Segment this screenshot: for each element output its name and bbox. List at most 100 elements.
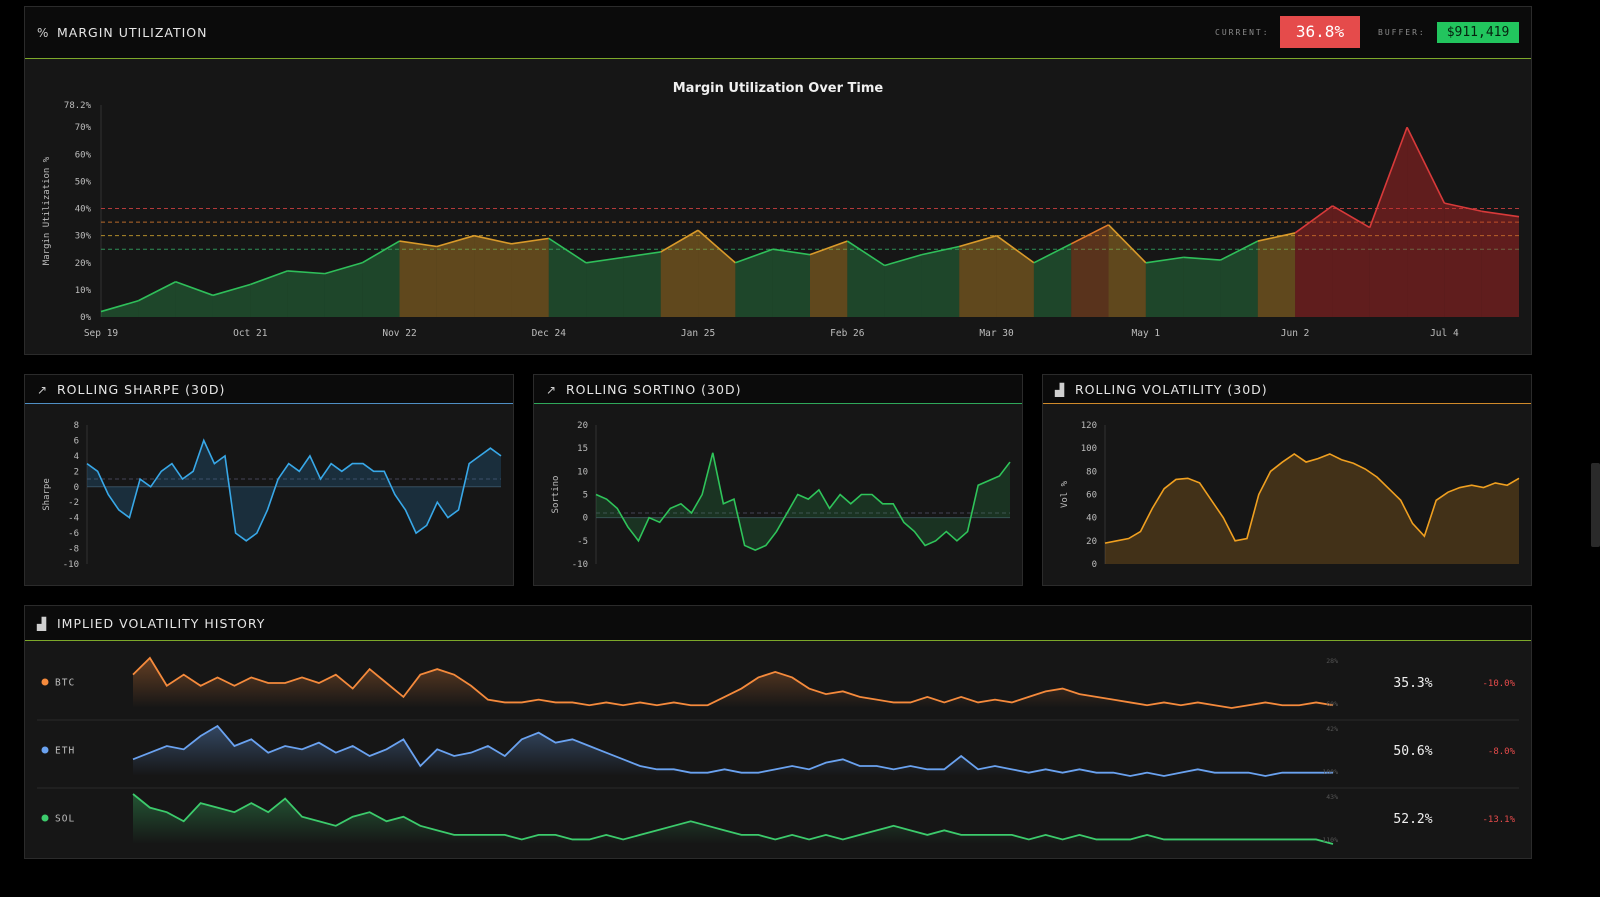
series-line xyxy=(697,229,736,264)
iv-change: -10.0% xyxy=(1482,679,1515,689)
area-fill xyxy=(87,440,501,541)
y-tick-label: 60 xyxy=(1086,491,1097,501)
y-axis-label: Vol % xyxy=(1060,480,1070,508)
area-chart-icon: ▟ xyxy=(37,617,48,631)
current-iv-value: 35.3% xyxy=(1393,676,1432,691)
y-tick-label: 0% xyxy=(80,313,91,323)
volatility-header: ▟ ROLLING VOLATILITY (30D) xyxy=(1043,375,1531,404)
iv-change: -13.1% xyxy=(1482,815,1515,825)
max-label: 42% xyxy=(1326,725,1338,733)
area-fill xyxy=(133,726,1333,776)
rolling-volatility-panel: ▟ ROLLING VOLATILITY (30D) Vol % 120 100 80 6… xyxy=(1042,374,1532,586)
y-tick-label: 30% xyxy=(75,232,92,242)
area-segment xyxy=(250,270,288,317)
series-line xyxy=(1033,243,1072,264)
area-segment xyxy=(623,251,661,317)
x-tick-label: Feb 26 xyxy=(830,328,865,339)
y-tick-label: 15 xyxy=(577,444,588,454)
rolling-sortino-panel: ↗ ROLLING SORTINO (30D) Sortino 20 15 10 5 0 -5… xyxy=(533,374,1023,586)
series-line xyxy=(548,237,587,264)
series-line xyxy=(959,234,997,248)
area-segment xyxy=(586,257,624,317)
area-segment xyxy=(1332,205,1370,317)
buffer-value-badge: $911,419 xyxy=(1437,22,1519,43)
series-line xyxy=(473,234,512,245)
series-line xyxy=(1294,205,1333,234)
area-segment xyxy=(1071,224,1109,317)
area-segment xyxy=(959,235,997,317)
y-tick-label: 6 xyxy=(74,436,79,446)
area-segment xyxy=(548,238,587,317)
chart-title: Margin Utilization Over Time xyxy=(673,81,884,96)
area-segment xyxy=(1257,232,1296,317)
area-fill xyxy=(596,452,1010,551)
series-line xyxy=(585,256,624,264)
area-segment xyxy=(921,246,960,317)
series-line xyxy=(846,240,886,267)
y-tick-label: 40 xyxy=(1086,514,1097,524)
volatility-title-wrap: ▟ ROLLING VOLATILITY (30D) xyxy=(1055,382,1268,397)
series-line xyxy=(436,234,475,248)
scrollbar-thumb[interactable] xyxy=(1591,463,1600,547)
series-line xyxy=(772,248,811,256)
series-line xyxy=(1107,224,1147,264)
y-tick-label: -2 xyxy=(68,498,79,508)
area-segment xyxy=(810,241,848,317)
buffer-label: BUFFER: xyxy=(1378,28,1426,37)
series-line xyxy=(1145,256,1184,264)
y-tick-label: -4 xyxy=(68,514,79,524)
max-label: 43% xyxy=(1326,793,1338,801)
asset-dot xyxy=(41,746,49,754)
current-iv-value: 52.2% xyxy=(1393,812,1432,827)
series-line xyxy=(623,251,661,259)
min-label: 110% xyxy=(1322,836,1338,844)
series-line xyxy=(884,253,923,267)
area-segment xyxy=(1369,127,1408,317)
line-chart-icon: ↗ xyxy=(37,383,49,397)
series-line xyxy=(1257,232,1296,242)
x-tick-label: Dec 24 xyxy=(532,328,567,339)
series-line xyxy=(1406,126,1446,204)
x-tick-label: May 1 xyxy=(1132,328,1161,339)
y-tick-label: -10 xyxy=(63,560,79,570)
y-tick-label: 8 xyxy=(74,421,79,431)
sortino-header: ↗ ROLLING SORTINO (30D) xyxy=(534,375,1022,404)
area-segment xyxy=(1033,243,1072,317)
x-tick-label: Nov 22 xyxy=(382,328,416,339)
y-tick-label: 0 xyxy=(1092,560,1097,570)
implied-volatility-panel: ▟ IMPLIED VOLATILITY HISTORY BTC 28% 60% 35.… xyxy=(24,605,1532,859)
y-tick-label: -5 xyxy=(577,537,588,547)
area-segment xyxy=(884,254,922,317)
series-line xyxy=(660,229,699,253)
series-line xyxy=(287,270,325,275)
series-line xyxy=(1220,240,1259,261)
min-label: 100% xyxy=(1322,768,1338,776)
asset-name: SOL xyxy=(55,814,75,825)
series-line xyxy=(595,452,1011,551)
series-line xyxy=(249,270,288,286)
y-tick-label: 100 xyxy=(1081,444,1097,454)
current-iv-value: 50.6% xyxy=(1393,744,1432,759)
iv-change: -8.0% xyxy=(1488,747,1516,757)
series-line xyxy=(132,793,1334,845)
y-axis-label: Margin Utilization % xyxy=(42,156,52,265)
y-tick-label: 40% xyxy=(75,205,92,215)
series-line xyxy=(212,283,251,297)
area-segment xyxy=(287,270,325,317)
x-tick-label: Jul 4 xyxy=(1430,328,1459,339)
series-line xyxy=(735,248,773,264)
area-segment xyxy=(1295,205,1333,317)
area-segment xyxy=(772,249,810,317)
y-tick-label: 5 xyxy=(583,491,588,501)
area-segment xyxy=(1481,211,1519,317)
asset-name: BTC xyxy=(55,678,75,689)
x-tick-label: Sep 19 xyxy=(84,328,119,339)
series-line xyxy=(137,281,176,302)
current-value-badge: 36.8% xyxy=(1280,16,1360,48)
min-label: 60% xyxy=(1326,700,1338,708)
series-line xyxy=(511,237,549,245)
series-line xyxy=(921,245,960,256)
max-label: 28% xyxy=(1326,657,1338,665)
asset-dot xyxy=(41,814,49,822)
series-line xyxy=(1444,202,1482,213)
